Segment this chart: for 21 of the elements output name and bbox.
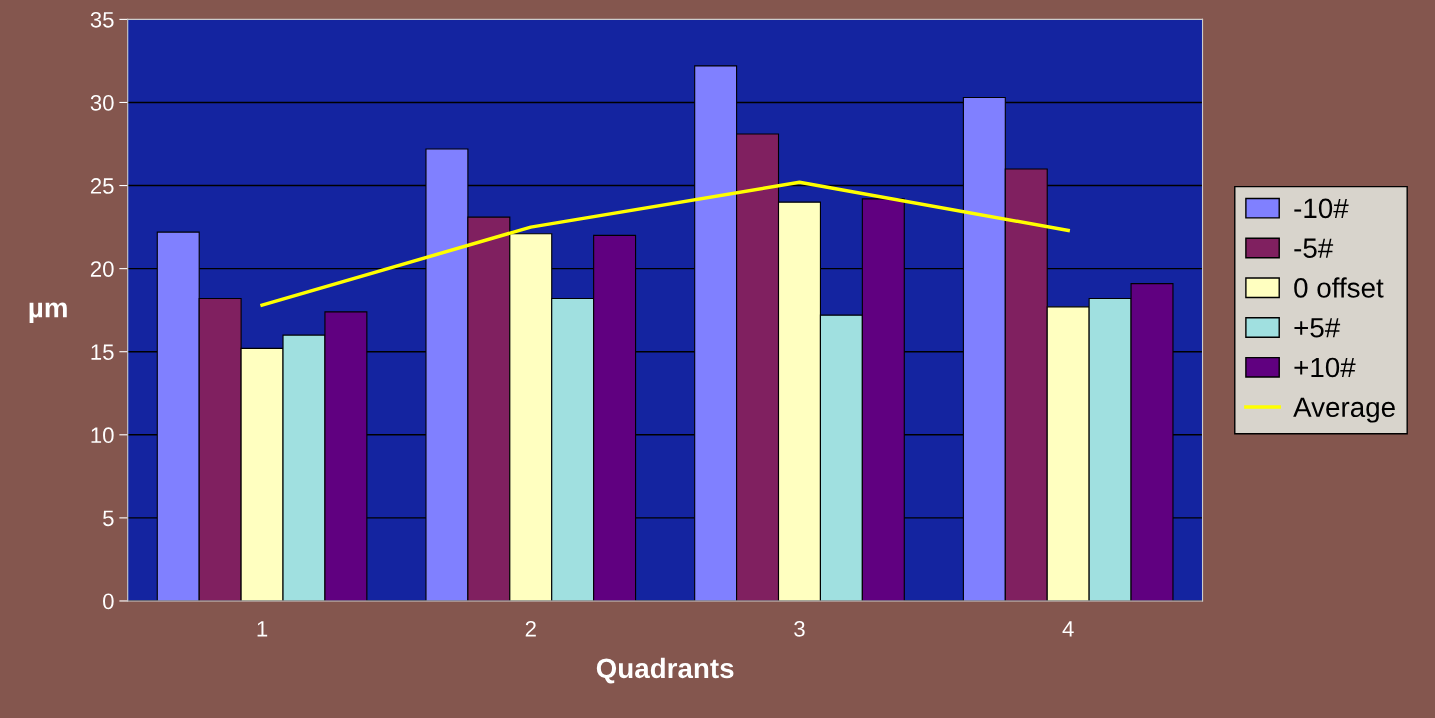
legend-label: -5# — [1294, 238, 1334, 258]
y-tick-label: 10 — [91, 427, 114, 444]
line-series — [260, 180, 1070, 307]
y-axis-title: µm — [29, 302, 67, 324]
x-tick-label: 4 — [1062, 621, 1074, 637]
y-tick-label: 20 — [90, 261, 114, 277]
y-tick-label: 0 — [103, 593, 114, 610]
legend-label: +10# — [1294, 357, 1356, 378]
x-tick-label: 2 — [525, 621, 536, 637]
legend-label: 0 offset — [1294, 277, 1384, 298]
y-tick-label: 5 — [103, 510, 114, 527]
y-tick-label: 30 — [90, 95, 114, 111]
y-tick-label: 25 — [90, 178, 114, 194]
y-tick-label: 35 — [90, 11, 114, 28]
legend-label: -10# — [1294, 198, 1349, 219]
y-tick-label: 15 — [91, 344, 114, 360]
x-tick-label: 3 — [794, 621, 805, 637]
x-tick-label: 1 — [257, 621, 268, 637]
legend-label: +5# — [1294, 318, 1341, 338]
x-axis-title: Quadrants — [596, 657, 734, 684]
legend-label: Average — [1293, 397, 1395, 423]
